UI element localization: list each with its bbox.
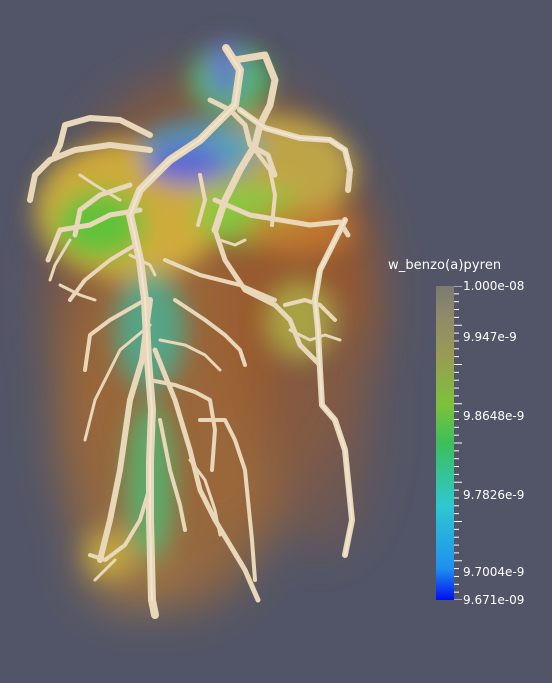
colorbar-label-min: 9.671e-09 [463, 593, 525, 607]
colorbar-label-4: 9.7004e-9 [463, 565, 525, 580]
colorbar-label-1: 9.947e-9 [463, 330, 517, 345]
colorbar-label-max: 1.000e-08 [463, 279, 525, 293]
colorbar [436, 286, 454, 600]
colorbar-ticks [454, 286, 462, 600]
root-segments [27, 44, 355, 619]
colorbar-label-2: 9.8648e-9 [463, 408, 525, 423]
colorbar-label-3: 9.7826e-9 [463, 487, 525, 502]
colorbar-title: w_benzo(a)pyren [388, 258, 502, 273]
root-segment-shading [128, 47, 354, 601]
